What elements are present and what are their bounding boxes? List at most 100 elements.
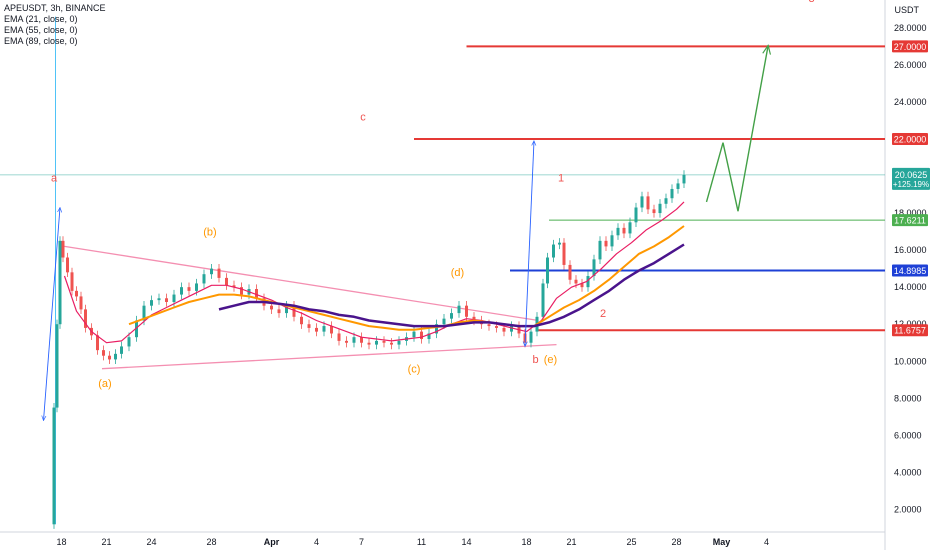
candle-body <box>580 283 584 288</box>
symbol-title[interactable]: APEUSDT, 3h, BINANCE <box>4 3 106 13</box>
candle-body <box>541 283 545 317</box>
candle-body <box>670 188 674 199</box>
wave-label: (c) <box>408 363 421 375</box>
indicator-ema-21[interactable]: EMA (21, close, 0) <box>4 14 78 24</box>
x-tick-label: 24 <box>146 537 156 547</box>
triangle-pattern <box>64 245 557 370</box>
candle-body <box>427 333 431 340</box>
candle-body <box>61 240 65 258</box>
price-tag-box <box>892 40 928 53</box>
candle-body <box>52 407 56 525</box>
candle-body <box>558 242 561 245</box>
price-tag-label: 11.6757 <box>894 326 926 336</box>
candle-body <box>676 183 680 189</box>
measure-arrows <box>44 141 535 421</box>
x-axis-ticks: 18 21 24 28 Apr 4 7 11 14 18 21 25 28 May 4 <box>56 537 769 547</box>
wave-label: c <box>360 111 366 123</box>
x-tick-label: 18 <box>521 537 531 547</box>
candle-body <box>352 337 356 343</box>
candle-body <box>450 313 453 319</box>
candle-body <box>529 331 533 343</box>
wave-label: (e) <box>544 354 557 366</box>
candle-body <box>202 274 206 284</box>
candle-body <box>217 268 221 278</box>
candle-body <box>610 235 614 247</box>
indicator-ema-89[interactable]: EMA (89, close, 0) <box>4 36 78 46</box>
price-tag-box <box>892 132 928 145</box>
wave-label: 2 <box>600 308 606 320</box>
candle-body <box>307 324 311 328</box>
wave-label: (b) <box>203 226 216 238</box>
candle-body <box>172 294 176 302</box>
candle-body <box>442 318 446 325</box>
candle-body <box>102 350 105 356</box>
x-tick-label: 21 <box>101 537 111 547</box>
candle-body <box>66 257 69 273</box>
wave-label: 3 <box>808 0 814 5</box>
y-tick-label: 28.0000 <box>894 23 927 33</box>
price-tag-label: 17.6211 <box>894 216 926 226</box>
candle-body <box>375 340 378 345</box>
candle-body <box>628 222 632 234</box>
candle-body <box>96 335 99 351</box>
price-tags: 27.0000 22.0000 17.6211 14.8985 11.6757 20.06… <box>892 40 930 337</box>
x-tick-label: 21 <box>566 537 576 547</box>
candle-body <box>315 327 318 332</box>
candle-body <box>634 207 638 223</box>
candle-body <box>120 346 123 354</box>
candle-body <box>322 326 326 332</box>
x-tick-label: 28 <box>671 537 681 547</box>
projection-path <box>705 46 769 212</box>
x-tick-label: 25 <box>626 537 636 547</box>
price-tag-box <box>892 264 928 277</box>
candle-body <box>300 316 303 325</box>
candle-body <box>285 305 288 314</box>
candle-body <box>574 279 578 284</box>
candle-body <box>622 227 626 234</box>
candle-body <box>108 355 111 360</box>
candle-body <box>652 209 656 214</box>
candle-body <box>187 287 191 291</box>
x-tick-label: 4 <box>764 537 769 547</box>
x-tick-label: 11 <box>417 537 426 547</box>
candle-body <box>682 174 686 184</box>
candle-body <box>337 333 341 341</box>
candle-body <box>510 326 513 332</box>
candle-body <box>84 309 87 328</box>
ema-55-line <box>128 225 685 331</box>
candle-body <box>150 300 153 306</box>
wave-label: 1 <box>558 173 564 185</box>
wave-label: (d) <box>451 267 464 279</box>
ema-21-line <box>63 201 685 344</box>
candle-body <box>472 316 476 321</box>
indicator-ema-55[interactable]: EMA (55, close, 0) <box>4 25 78 35</box>
measure-arrow-2 <box>525 141 534 347</box>
candle-body <box>658 203 662 214</box>
y-tick-label: 26.0000 <box>894 60 927 70</box>
measure-arrow-1 <box>44 207 61 420</box>
candle-body <box>75 290 78 297</box>
candle-body <box>165 298 168 302</box>
chart-legend: APEUSDT, 3h, BINANCE EMA (21, close, 0) … <box>4 3 106 47</box>
candle-body <box>79 296 83 310</box>
x-tick-label: Apr <box>264 537 280 547</box>
candle-body <box>552 244 555 258</box>
y-tick-label: 6.0000 <box>894 430 922 440</box>
candle-body <box>562 242 566 265</box>
candle-body <box>664 198 668 204</box>
candle-body <box>646 196 650 210</box>
candle-body <box>292 305 296 317</box>
candle-body <box>255 289 258 299</box>
price-tag-label: 14.8985 <box>894 266 927 276</box>
y-tick-label: 24.0000 <box>894 97 927 107</box>
last-price-change: +125.19% <box>893 180 929 189</box>
price-tag-box <box>892 324 928 337</box>
candle-body <box>568 264 572 280</box>
candle-body <box>616 227 620 236</box>
price-tag-label: 22.0000 <box>894 134 927 144</box>
candle-body <box>157 298 161 301</box>
candle-body <box>210 268 213 275</box>
candle-body <box>135 320 138 338</box>
